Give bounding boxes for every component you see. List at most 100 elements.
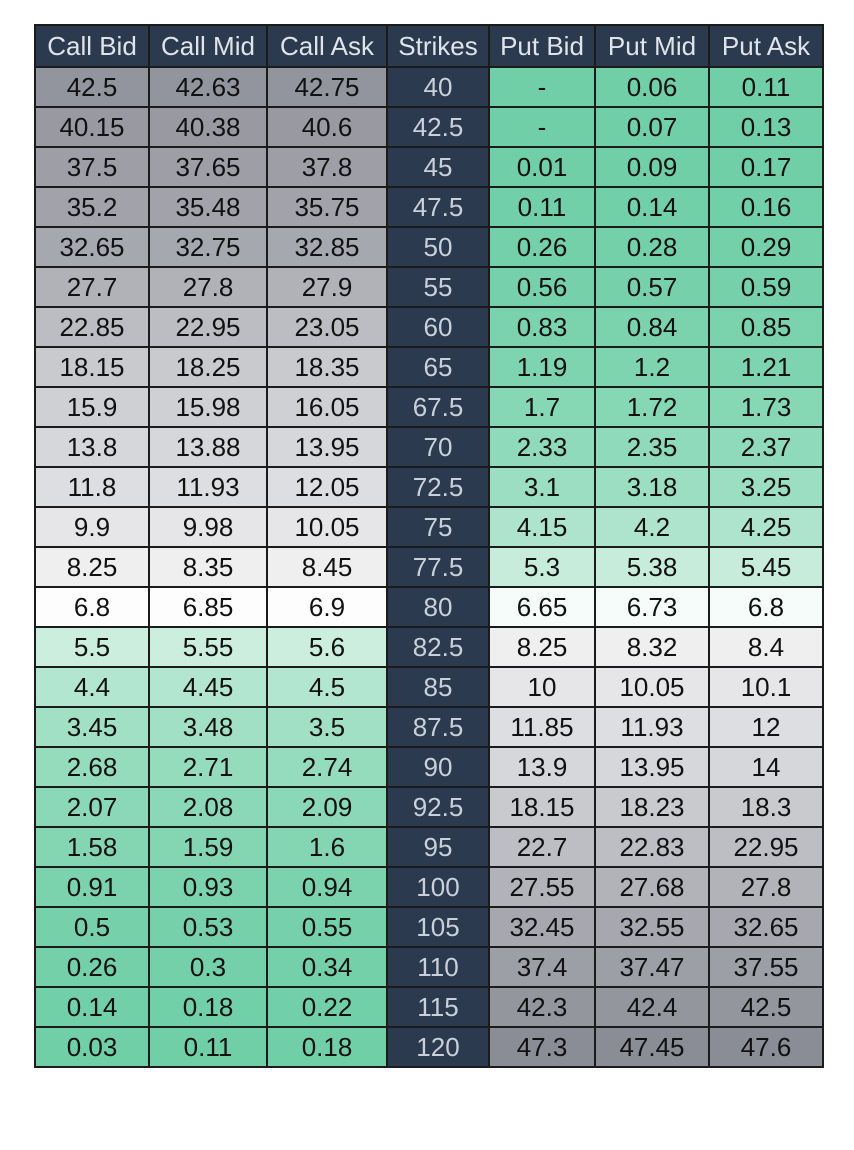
put-ask-cell: 4.25 xyxy=(708,506,824,548)
put-ask-cell: 18.3 xyxy=(708,786,824,828)
call-ask-cell: 3.5 xyxy=(266,706,388,748)
call-bid-cell: 3.45 xyxy=(34,706,150,748)
strike-cell: 42.5 xyxy=(386,106,490,148)
call-ask-cell: 37.8 xyxy=(266,146,388,188)
table-row: 0.91 0.93 0.94 100 27.55 27.68 27.8 xyxy=(34,866,824,908)
strike-cell: 85 xyxy=(386,666,490,708)
call-ask-cell: 0.22 xyxy=(266,986,388,1028)
put-mid-cell: 5.38 xyxy=(594,546,710,588)
put-bid-cell: 0.26 xyxy=(488,226,596,268)
call-mid-cell: 18.25 xyxy=(148,346,268,388)
strike-cell: 95 xyxy=(386,826,490,868)
put-ask-cell: 2.37 xyxy=(708,426,824,468)
call-ask-cell: 4.5 xyxy=(266,666,388,708)
put-bid-cell: 13.9 xyxy=(488,746,596,788)
put-bid-cell: 0.56 xyxy=(488,266,596,308)
put-bid-cell: 32.45 xyxy=(488,906,596,948)
call-ask-cell: 32.85 xyxy=(266,226,388,268)
put-mid-cell: 18.23 xyxy=(594,786,710,828)
put-ask-cell: 22.95 xyxy=(708,826,824,868)
put-mid-cell: 8.32 xyxy=(594,626,710,668)
call-mid-cell: 40.38 xyxy=(148,106,268,148)
call-ask-cell: 5.6 xyxy=(266,626,388,668)
call-bid-cell: 18.15 xyxy=(34,346,150,388)
table-row: 13.8 13.88 13.95 70 2.33 2.35 2.37 xyxy=(34,426,824,468)
options-chain-table: Call Bid Call Mid Call Ask Strikes Put B… xyxy=(34,24,824,1068)
table-row: 40.15 40.38 40.6 42.5-0.07 0.13 xyxy=(34,106,824,148)
call-bid-cell: 27.7 xyxy=(34,266,150,308)
table-row: 15.9 15.98 16.05 67.5 1.7 1.72 1.73 xyxy=(34,386,824,428)
put-mid-cell: 13.95 xyxy=(594,746,710,788)
strike-cell: 65 xyxy=(386,346,490,388)
strike-cell: 82.5 xyxy=(386,626,490,668)
column-header-strikes: Strikes xyxy=(386,24,490,68)
table-row: 18.15 18.25 18.35 65 1.19 1.2 1.21 xyxy=(34,346,824,388)
put-ask-cell: 0.11 xyxy=(708,66,824,108)
strike-cell: 60 xyxy=(386,306,490,348)
call-ask-cell: 2.74 xyxy=(266,746,388,788)
call-bid-cell: 4.4 xyxy=(34,666,150,708)
put-mid-cell: 1.72 xyxy=(594,386,710,428)
table-row: 37.5 37.65 37.8 45 0.01 0.09 0.17 xyxy=(34,146,824,188)
put-ask-cell: 12 xyxy=(708,706,824,748)
put-ask-cell: 0.13 xyxy=(708,106,824,148)
call-bid-cell: 42.5 xyxy=(34,66,150,108)
table-row: 42.5 42.63 42.75 40-0.06 0.11 xyxy=(34,66,824,108)
strike-cell: 67.5 xyxy=(386,386,490,428)
put-bid-cell: - xyxy=(488,66,596,108)
call-mid-cell: 32.75 xyxy=(148,226,268,268)
call-bid-cell: 0.26 xyxy=(34,946,150,988)
call-bid-cell: 40.15 xyxy=(34,106,150,148)
table-row: 35.2 35.48 35.75 47.5 0.11 0.14 0.16 xyxy=(34,186,824,228)
put-mid-cell: 0.57 xyxy=(594,266,710,308)
table-row: 0.03 0.11 0.18 120 47.3 47.45 47.6 xyxy=(34,1026,824,1068)
put-bid-cell: 5.3 xyxy=(488,546,596,588)
put-bid-cell: 0.11 xyxy=(488,186,596,228)
call-mid-cell: 0.93 xyxy=(148,866,268,908)
call-ask-cell: 42.75 xyxy=(266,66,388,108)
call-bid-cell: 15.9 xyxy=(34,386,150,428)
call-bid-cell: 32.65 xyxy=(34,226,150,268)
call-mid-cell: 15.98 xyxy=(148,386,268,428)
table-row: 27.7 27.8 27.9 55 0.56 0.57 0.59 xyxy=(34,266,824,308)
put-mid-cell: 37.47 xyxy=(594,946,710,988)
call-mid-cell: 0.3 xyxy=(148,946,268,988)
put-bid-cell: 10 xyxy=(488,666,596,708)
table-body: 42.5 42.63 42.75 40-0.06 0.11 40.15 40.38 40.6 4… xyxy=(34,66,824,1068)
put-ask-cell: 1.21 xyxy=(708,346,824,388)
call-bid-cell: 6.8 xyxy=(34,586,150,628)
call-mid-cell: 2.71 xyxy=(148,746,268,788)
call-bid-cell: 13.8 xyxy=(34,426,150,468)
put-bid-cell: 37.4 xyxy=(488,946,596,988)
call-bid-cell: 22.85 xyxy=(34,306,150,348)
column-header-put-mid: Put Mid xyxy=(594,24,710,68)
put-bid-cell: 8.25 xyxy=(488,626,596,668)
call-ask-cell: 12.05 xyxy=(266,466,388,508)
call-ask-cell: 40.6 xyxy=(266,106,388,148)
call-ask-cell: 1.6 xyxy=(266,826,388,868)
call-mid-cell: 4.45 xyxy=(148,666,268,708)
put-bid-cell: 1.19 xyxy=(488,346,596,388)
put-mid-cell: 0.06 xyxy=(594,66,710,108)
call-ask-cell: 6.9 xyxy=(266,586,388,628)
call-mid-cell: 9.98 xyxy=(148,506,268,548)
put-ask-cell: 10.1 xyxy=(708,666,824,708)
put-ask-cell: 14 xyxy=(708,746,824,788)
table-row: 2.07 2.08 2.09 92.5 18.15 18.23 18.3 xyxy=(34,786,824,828)
table-row: 0.14 0.18 0.22 115 42.3 42.4 42.5 xyxy=(34,986,824,1028)
put-mid-cell: 4.2 xyxy=(594,506,710,548)
call-bid-cell: 2.07 xyxy=(34,786,150,828)
call-bid-cell: 5.5 xyxy=(34,626,150,668)
table-row: 11.8 11.93 12.05 72.5 3.1 3.18 3.25 xyxy=(34,466,824,508)
strike-cell: 105 xyxy=(386,906,490,948)
call-bid-cell: 37.5 xyxy=(34,146,150,188)
put-mid-cell: 11.93 xyxy=(594,706,710,748)
call-mid-cell: 11.93 xyxy=(148,466,268,508)
table-row: 32.65 32.75 32.85 50 0.26 0.28 0.29 xyxy=(34,226,824,268)
put-mid-cell: 6.73 xyxy=(594,586,710,628)
call-bid-cell: 9.9 xyxy=(34,506,150,548)
call-ask-cell: 16.05 xyxy=(266,386,388,428)
put-ask-cell: 0.16 xyxy=(708,186,824,228)
column-header-put-bid: Put Bid xyxy=(488,24,596,68)
call-ask-cell: 18.35 xyxy=(266,346,388,388)
